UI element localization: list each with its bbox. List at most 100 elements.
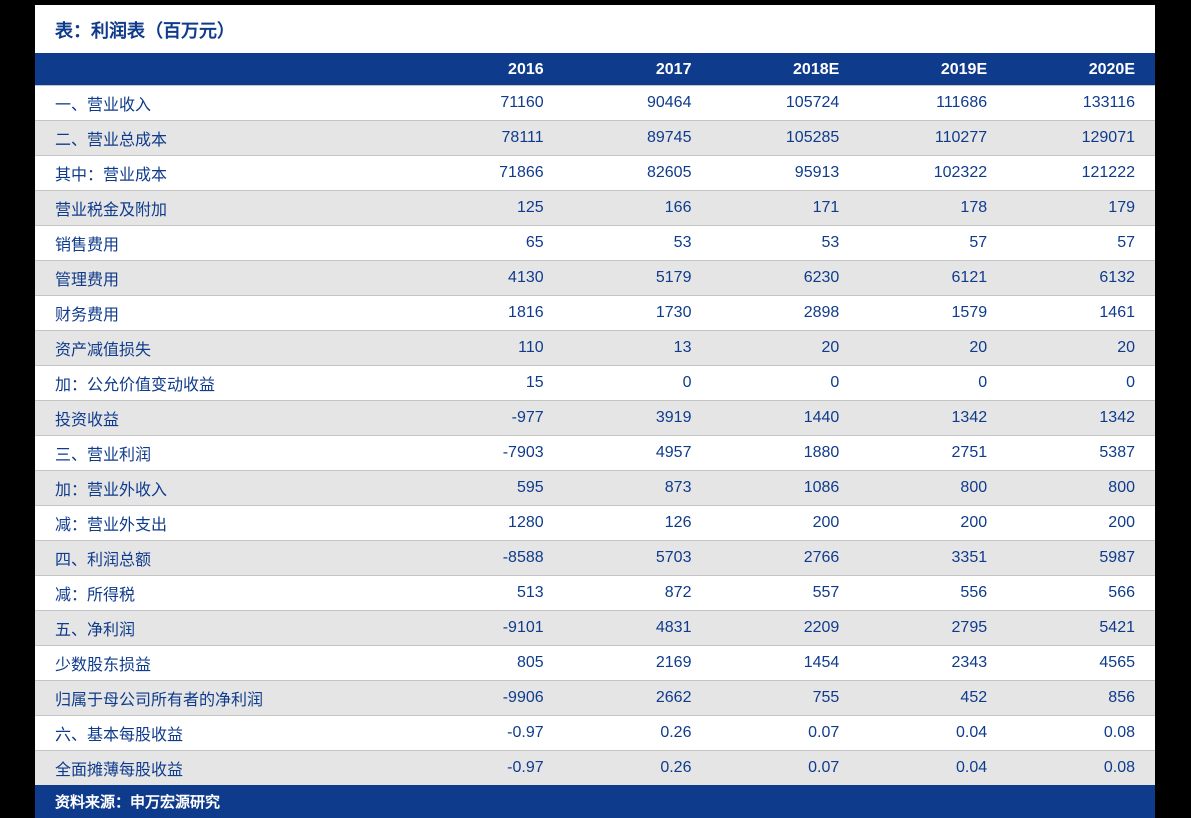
- row-label: 其中：营业成本: [35, 156, 416, 191]
- row-value: 5179: [564, 261, 712, 296]
- row-value: 556: [859, 576, 1007, 611]
- row-value: 1579: [859, 296, 1007, 331]
- row-value: 2169: [564, 646, 712, 681]
- row-value: 1880: [711, 436, 859, 471]
- income-statement-table: 表：利润表（百万元） 2016 2017 2018E 2019E 2020E 一…: [35, 5, 1155, 818]
- row-value: 71160: [416, 86, 564, 121]
- table-row: 营业税金及附加125166171178179: [35, 191, 1155, 226]
- row-value: -0.97: [416, 751, 564, 786]
- row-value: 133116: [1007, 86, 1155, 121]
- table-row: 投资收益-9773919144013421342: [35, 401, 1155, 436]
- row-value: 800: [859, 471, 1007, 506]
- header-2020e: 2020E: [1007, 55, 1155, 86]
- row-value: -9101: [416, 611, 564, 646]
- row-value: 20: [859, 331, 1007, 366]
- row-value: 5387: [1007, 436, 1155, 471]
- row-value: 0.26: [564, 716, 712, 751]
- row-value: 57: [1007, 226, 1155, 261]
- row-label: 五、净利润: [35, 611, 416, 646]
- row-label: 资产减值损失: [35, 331, 416, 366]
- header-2016: 2016: [416, 55, 564, 86]
- data-table: 2016 2017 2018E 2019E 2020E 一、营业收入711609…: [35, 55, 1155, 785]
- row-value: 4831: [564, 611, 712, 646]
- row-label: 销售费用: [35, 226, 416, 261]
- row-value: 111686: [859, 86, 1007, 121]
- row-value: 121222: [1007, 156, 1155, 191]
- row-label: 营业税金及附加: [35, 191, 416, 226]
- row-value: 6230: [711, 261, 859, 296]
- row-value: 800: [1007, 471, 1155, 506]
- row-value: 125: [416, 191, 564, 226]
- table-row: 减：所得税513872557556566: [35, 576, 1155, 611]
- row-value: 1440: [711, 401, 859, 436]
- row-label: 全面摊薄每股收益: [35, 751, 416, 786]
- row-value: 513: [416, 576, 564, 611]
- row-label: 六、基本每股收益: [35, 716, 416, 751]
- row-label: 财务费用: [35, 296, 416, 331]
- row-value: 90464: [564, 86, 712, 121]
- row-value: 0.08: [1007, 716, 1155, 751]
- row-value: 5703: [564, 541, 712, 576]
- row-label: 加：公允价值变动收益: [35, 366, 416, 401]
- row-value: 2662: [564, 681, 712, 716]
- row-value: 1454: [711, 646, 859, 681]
- row-value: 755: [711, 681, 859, 716]
- row-value: 200: [711, 506, 859, 541]
- row-value: 105285: [711, 121, 859, 156]
- row-value: 4565: [1007, 646, 1155, 681]
- row-value: 3351: [859, 541, 1007, 576]
- header-2019e: 2019E: [859, 55, 1007, 86]
- row-value: 1342: [1007, 401, 1155, 436]
- row-value: 4957: [564, 436, 712, 471]
- row-value: 1461: [1007, 296, 1155, 331]
- table-row: 财务费用18161730289815791461: [35, 296, 1155, 331]
- row-value: 5421: [1007, 611, 1155, 646]
- header-2018e: 2018E: [711, 55, 859, 86]
- table-row: 五、净利润-91014831220927955421: [35, 611, 1155, 646]
- row-value: 178: [859, 191, 1007, 226]
- row-value: 1342: [859, 401, 1007, 436]
- table-row: 加：营业外收入5958731086800800: [35, 471, 1155, 506]
- row-value: 5987: [1007, 541, 1155, 576]
- row-value: 0: [859, 366, 1007, 401]
- row-value: 3919: [564, 401, 712, 436]
- row-value: 2766: [711, 541, 859, 576]
- row-value: 13: [564, 331, 712, 366]
- row-value: 1730: [564, 296, 712, 331]
- row-value: 53: [711, 226, 859, 261]
- row-label: 一、营业收入: [35, 86, 416, 121]
- table-row: 销售费用6553535757: [35, 226, 1155, 261]
- row-value: -977: [416, 401, 564, 436]
- row-label: 二、营业总成本: [35, 121, 416, 156]
- row-label: 减：营业外支出: [35, 506, 416, 541]
- table-row: 三、营业利润-79034957188027515387: [35, 436, 1155, 471]
- row-value: 805: [416, 646, 564, 681]
- header-row: 2016 2017 2018E 2019E 2020E: [35, 55, 1155, 86]
- table-row: 全面摊薄每股收益-0.970.260.070.040.08: [35, 751, 1155, 786]
- row-label: 加：营业外收入: [35, 471, 416, 506]
- row-value: 0.04: [859, 716, 1007, 751]
- row-value: 557: [711, 576, 859, 611]
- row-value: 57: [859, 226, 1007, 261]
- row-value: 95913: [711, 156, 859, 191]
- row-value: 0.04: [859, 751, 1007, 786]
- row-value: 2751: [859, 436, 1007, 471]
- row-value: 566: [1007, 576, 1155, 611]
- row-value: 0.26: [564, 751, 712, 786]
- row-value: -9906: [416, 681, 564, 716]
- table-row: 加：公允价值变动收益150000: [35, 366, 1155, 401]
- row-value: 452: [859, 681, 1007, 716]
- row-value: 1816: [416, 296, 564, 331]
- row-value: 873: [564, 471, 712, 506]
- row-value: 89745: [564, 121, 712, 156]
- row-value: 105724: [711, 86, 859, 121]
- row-value: 6121: [859, 261, 1007, 296]
- row-value: 126: [564, 506, 712, 541]
- row-value: 53: [564, 226, 712, 261]
- row-value: 65: [416, 226, 564, 261]
- row-value: 0.08: [1007, 751, 1155, 786]
- row-value: 0.07: [711, 716, 859, 751]
- row-value: 2898: [711, 296, 859, 331]
- row-label: 少数股东损益: [35, 646, 416, 681]
- row-label: 投资收益: [35, 401, 416, 436]
